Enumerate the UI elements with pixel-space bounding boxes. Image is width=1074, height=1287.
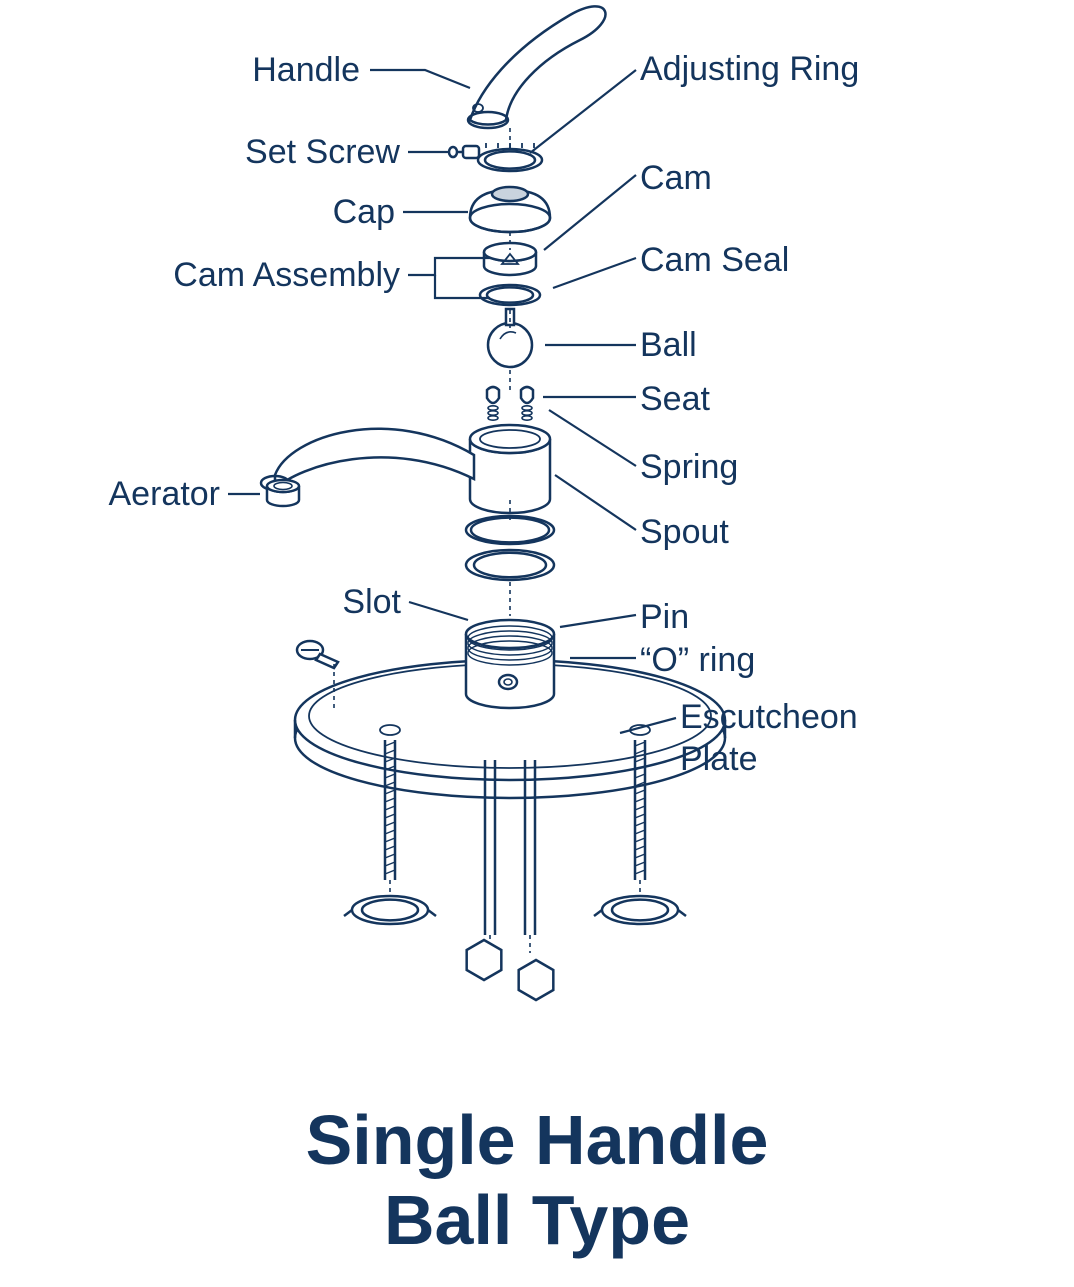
label-cam: Cam (640, 161, 712, 197)
diagram-stage: Single Handle Ball Type Handle Set Screw C… (0, 0, 1074, 1287)
label-adjusting-ring: Adjusting Ring (640, 52, 859, 88)
label-seat: Seat (640, 382, 710, 418)
label-ball: Ball (640, 328, 697, 364)
label-spring: Spring (640, 450, 738, 486)
label-escutcheon: Escutcheon (680, 700, 858, 736)
label-cap: Cap (333, 195, 395, 231)
label-o-ring: “O” ring (640, 643, 755, 679)
label-cam-assembly: Cam Assembly (173, 258, 400, 294)
diagram-title-line2: Ball Type (0, 1180, 1074, 1260)
label-set-screw: Set Screw (245, 135, 400, 171)
label-pin: Pin (640, 600, 689, 636)
label-escutcheon2: Plate (680, 742, 758, 778)
label-spout: Spout (640, 515, 729, 551)
label-cam-seal: Cam Seal (640, 243, 789, 279)
diagram-title-line1: Single Handle (0, 1100, 1074, 1180)
faucet-exploded-svg (0, 0, 1074, 1287)
label-handle: Handle (252, 53, 360, 89)
label-aerator: Aerator (109, 477, 221, 513)
label-slot: Slot (342, 585, 401, 621)
